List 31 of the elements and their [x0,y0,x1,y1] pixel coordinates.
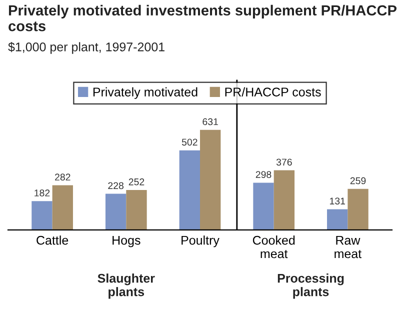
x-tick-label: Hogs [112,236,140,248]
chart-subtitle: $1,000 per plant, 1997-2001 [8,42,164,54]
x-tick-label: Raw meat [334,236,362,258]
x-tick-label: Cooked meat [252,236,295,258]
data-label: 376 [276,158,292,166]
data-label: 259 [350,177,366,184]
legend-label: PR/HACCP costs [225,87,321,96]
data-label: 298 [256,171,272,178]
bar [200,130,221,230]
data-label: 631 [202,118,218,126]
text: Processing plants [278,274,344,299]
data-label: 502 [182,138,198,146]
data-label: 131 [330,198,345,204]
bar [52,185,73,230]
legend-label: Privately motivated [93,87,198,99]
data-label: 252 [128,178,144,186]
bar [179,150,200,230]
data-label: 228 [108,182,124,190]
bar [327,209,348,230]
text: Slaughter plants [98,274,155,299]
bar [348,188,368,230]
bar [274,170,295,230]
data-label: 182 [34,190,50,196]
bar [32,201,52,230]
x-tick-label: Cattle [36,236,68,245]
bar [253,182,274,230]
x-tick-label: Poultry [182,236,220,248]
data-label: 282 [55,174,70,181]
bar [105,194,126,230]
bar [126,190,147,230]
chart-title: Privately motivated investments supplement PR/HACCP costs [8,4,396,32]
